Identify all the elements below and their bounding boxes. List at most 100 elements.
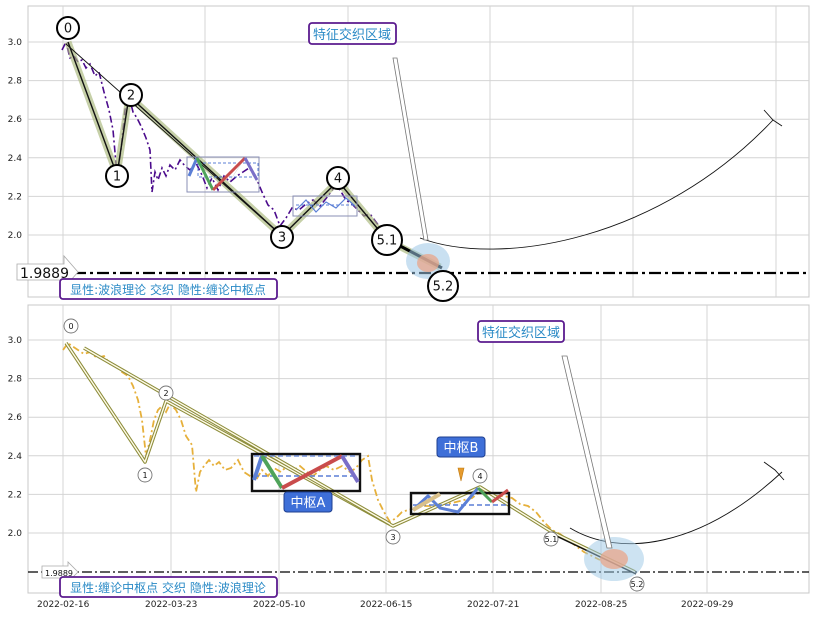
top-trend-line (65, 43, 283, 237)
wave-node-label: 5.1 (545, 535, 558, 544)
top-target-core (417, 254, 439, 272)
top-callout-box (308, 22, 397, 45)
x-tick-label: 2022-02-16 (37, 600, 90, 610)
y-tick-label: 2.2 (8, 192, 22, 202)
y-tick-label: 2.4 (8, 154, 23, 164)
bottom-y-axis: 2.0 2.2 2.4 2.6 2.8 3.0 (8, 336, 23, 539)
top-panel: 2.02.22.42.62.83.0 1.9889 特征 (8, 5, 810, 302)
wave-node-5-2: 5.2 (629, 576, 645, 592)
bottom-projection-curve (569, 471, 783, 545)
wave-node-circle (158, 385, 174, 401)
wave-node-label: 2 (127, 89, 135, 104)
top-center-box-2 (292, 195, 358, 217)
top-y-axis: 2.0 2.2 2.4 2.6 2.8 3.0 (8, 38, 23, 241)
wave-node-circle (543, 531, 559, 547)
y-tick-label: 2.0 (8, 231, 23, 241)
wave-node-circle (105, 164, 129, 188)
wave-node-1: 1 (105, 164, 129, 188)
bottom-caption-text: 显性:缠论中枢点 交织 隐性:波浪理论 (70, 580, 266, 595)
wave-node-label: 4 (477, 472, 482, 481)
top-zig-seg (195, 157, 215, 191)
wave-node-3: 3 (385, 529, 401, 545)
y-tick-label: 2.6 (8, 115, 23, 125)
x-tick-label: 2022-05-10 (253, 600, 306, 610)
wave-node-circle (119, 83, 143, 107)
x-tick-label: 2022-09-29 (681, 600, 734, 610)
wave-node-0: 0 (63, 318, 79, 334)
wave-node-circle (137, 467, 153, 483)
bottom-grid (28, 305, 809, 593)
bottom-center-b-box (409, 491, 511, 516)
wave-node-5-1: 5.1 (543, 531, 559, 547)
top-center-box-1 (186, 156, 260, 193)
wave-node-label: 1 (113, 170, 121, 185)
bottom-center-a-box (250, 452, 362, 493)
wave-node-5-1: 5.1 (371, 224, 403, 256)
wave-node-2: 2 (158, 385, 174, 401)
wave-node-label: 3 (390, 533, 395, 542)
bottom-trend-line (83, 347, 391, 525)
top-zig-seg (187, 157, 199, 177)
wave-node-1: 1 (137, 467, 153, 483)
x-tick-label: 2022-03-23 (145, 600, 197, 610)
y-tick-label: 2.8 (8, 77, 23, 87)
bottom-projection-hook (763, 461, 785, 481)
bottom-center-b-pointer (457, 467, 465, 482)
zhongshu-a-badge (283, 491, 333, 513)
top-grid (28, 6, 809, 297)
wave-node-label: 4 (334, 172, 342, 187)
wave-node-circle (63, 318, 79, 334)
y-tick-label: 2.4 (8, 452, 23, 462)
bottom-panel: 2.02.22.42.62.83.0 2022-02-16 2022-03-23 2… (8, 304, 810, 610)
wave-node-label: 0 (64, 22, 72, 37)
y-tick-label: 2.2 (8, 490, 22, 500)
bottom-caption-box (59, 576, 278, 598)
bottom-a-seg (281, 454, 343, 490)
wave-node-3: 3 (270, 225, 294, 249)
bottom-wave-nodes: 0 1 2 3 4 5.1 5.2 (63, 318, 645, 592)
bottom-a-seg (252, 455, 264, 481)
wave-node-4: 4 (472, 468, 488, 484)
wave-node-label: 1 (142, 471, 147, 480)
bottom-callout-text: 特征交织区域 (482, 325, 560, 341)
wave-node-circle (371, 224, 403, 256)
y-tick-label: 2.6 (8, 413, 23, 423)
zhongshu-b-text: 中枢B (444, 441, 479, 456)
bottom-callout-arrow (561, 355, 613, 549)
top-center-zigzag-2 (295, 197, 356, 213)
top-caption-text: 显性:波浪理论 交织 隐性:缠论中枢点 (70, 282, 266, 297)
bottom-plot-area (27, 304, 810, 594)
top-zig-seg (243, 157, 259, 181)
wave-node-circle (629, 576, 645, 592)
bottom-target-core (600, 549, 628, 569)
wave-node-label: 0 (68, 322, 73, 331)
wave-node-2: 2 (119, 83, 143, 107)
y-tick-label: 3.0 (8, 38, 23, 48)
bottom-price-label: 1.9889 (45, 569, 73, 578)
x-tick-label: 2022-08-25 (575, 600, 627, 610)
wave-node-label: 3 (278, 231, 286, 246)
bottom-b-seg (491, 488, 509, 504)
y-tick-label: 3.0 (8, 336, 23, 346)
top-zig-seg (211, 156, 247, 192)
zhongshu-b-badge (436, 436, 486, 458)
x-tick-label: 2022-06-15 (360, 600, 412, 610)
zhongshu-a-text: 中枢A (291, 496, 326, 511)
bottom-x-axis: 2022-02-16 2022-03-23 2022-05-10 2022-06-15… (37, 600, 734, 610)
wave-node-circle (472, 468, 488, 484)
top-center-inner-1 (197, 162, 259, 178)
x-tick-label: 2022-07-21 (467, 600, 519, 610)
top-caption-box (59, 278, 278, 300)
bottom-a-seg (340, 454, 360, 484)
wave-node-5-2: 5.2 (427, 270, 459, 302)
top-projection-hook (763, 109, 783, 127)
wave-node-circle (385, 529, 401, 545)
bottom-b-seg (476, 486, 494, 504)
wave-node-label: 5.2 (433, 280, 454, 295)
top-callout-arrow (392, 57, 429, 241)
top-wave-nodes: 0 1 2 3 4 5.1 5.2 (56, 16, 459, 302)
wave-node-circle (427, 270, 459, 302)
top-callout-text: 特征交织区域 (313, 27, 391, 43)
bottom-a-seg (260, 454, 284, 490)
